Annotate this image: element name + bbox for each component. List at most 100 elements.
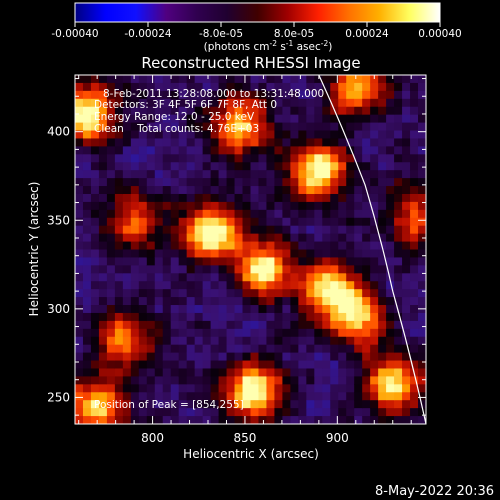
annotation-energy-range: Energy Range: 12.0 - 25.0 keV xyxy=(94,111,255,123)
heatmap-cell xyxy=(98,328,108,338)
heatmap-cell xyxy=(146,384,156,393)
heatmap-cell xyxy=(154,82,164,92)
heatmap-cell xyxy=(82,122,92,132)
heatmap-cell xyxy=(410,178,419,187)
heatmap-cell xyxy=(298,193,307,203)
heatmap-cell xyxy=(146,209,156,219)
heatmap-cell xyxy=(210,384,220,393)
heatmap-cell xyxy=(266,154,276,163)
heatmap-cell xyxy=(106,352,116,362)
heatmap-cell xyxy=(82,82,92,92)
heatmap-cell xyxy=(130,305,140,314)
heatmap-cell xyxy=(106,392,116,401)
heatmap-cell xyxy=(322,162,331,171)
heatmap-cell xyxy=(306,400,315,409)
heatmap-cell xyxy=(250,281,260,290)
heatmap-cell xyxy=(114,392,124,401)
heatmap-cell xyxy=(154,178,164,187)
heatmap-cell xyxy=(90,305,100,314)
heatmap-cell xyxy=(330,186,339,195)
heatmap-cell xyxy=(282,201,291,211)
heatmap-cell xyxy=(346,400,355,409)
heatmap-cell xyxy=(298,82,307,92)
heatmap-cell xyxy=(258,138,268,147)
heatmap-cell xyxy=(98,376,108,385)
heatmap-cell xyxy=(186,360,196,370)
heatmap-cell xyxy=(194,106,204,116)
heatmap-cell xyxy=(354,416,363,424)
heatmap-cell xyxy=(218,289,228,298)
heatmap-cell xyxy=(394,273,403,282)
heatmap-cell xyxy=(162,289,172,298)
heatmap-cell xyxy=(162,90,172,100)
heatmap-cell xyxy=(402,193,411,203)
heatmap-cell xyxy=(362,281,371,290)
heatmap-cell xyxy=(338,170,347,179)
heatmap-cell xyxy=(338,305,347,314)
heatmap-cell xyxy=(290,328,299,338)
heatmap-cell xyxy=(370,392,379,401)
heatmap-cell xyxy=(138,297,148,306)
heatmap-cell xyxy=(306,368,315,378)
heatmap-cell xyxy=(250,328,260,338)
heatmap-cell xyxy=(194,75,204,84)
heatmap-cell xyxy=(402,257,411,266)
heatmap-cell xyxy=(346,114,355,124)
heatmap-cell xyxy=(234,98,244,108)
heatmap-cell xyxy=(226,178,236,187)
heatmap-cell xyxy=(106,170,116,179)
heatmap-cell xyxy=(130,400,140,409)
heatmap-cell xyxy=(194,312,204,322)
heatmap-cell xyxy=(186,416,196,424)
heatmap-cell xyxy=(250,400,260,409)
heatmap-cell xyxy=(114,162,124,171)
heatmap-cell xyxy=(362,392,371,401)
heatmap-cell xyxy=(410,265,419,274)
heatmap-cell xyxy=(402,265,411,274)
heatmap-cell xyxy=(394,312,403,322)
heatmap-cell xyxy=(314,154,323,163)
heatmap-cell xyxy=(282,305,291,314)
heatmap-cell xyxy=(258,368,268,378)
heatmap-cell xyxy=(306,233,315,243)
heatmap-cell xyxy=(410,201,419,211)
heatmap-cell xyxy=(242,297,252,306)
heatmap-cell xyxy=(314,352,323,362)
heatmap-cell xyxy=(218,360,228,370)
heatmap-cell xyxy=(138,146,148,155)
heatmap-cell xyxy=(290,416,299,424)
heatmap-cell xyxy=(75,201,84,211)
heatmap-cell xyxy=(194,368,204,378)
heatmap-cell xyxy=(370,336,379,346)
heatmap-cell xyxy=(242,392,252,401)
heatmap-cell xyxy=(306,209,315,219)
heatmap-cell xyxy=(410,82,419,92)
heatmap-cell xyxy=(282,257,291,266)
heatmap-cell xyxy=(338,289,347,298)
heatmap-cell xyxy=(106,281,116,290)
heatmap-cell xyxy=(378,170,387,179)
heatmap-cell xyxy=(170,162,180,171)
heatmap-cell xyxy=(106,98,116,108)
heatmap-cell xyxy=(386,82,395,92)
heatmap-cell xyxy=(130,225,140,235)
heatmap-cell xyxy=(282,273,291,282)
heatmap-cell xyxy=(402,392,411,401)
heatmap-cell xyxy=(194,154,204,163)
heatmap-cell xyxy=(370,186,379,195)
heatmap-cell xyxy=(322,368,331,378)
heatmap-cell xyxy=(234,384,244,393)
heatmap-cell xyxy=(75,130,84,140)
heatmap-cell xyxy=(346,408,355,417)
heatmap-cell xyxy=(410,289,419,298)
heatmap-cell xyxy=(306,281,315,290)
heatmap-cell xyxy=(75,209,84,219)
heatmap-cell xyxy=(98,297,108,306)
heatmap-cell xyxy=(370,305,379,314)
heatmap-cell xyxy=(146,193,156,203)
heatmap-cell xyxy=(306,98,315,108)
heatmap-cell xyxy=(138,225,148,235)
heatmap-cell xyxy=(98,193,108,203)
heatmap-cell xyxy=(210,352,220,362)
heatmap-cell xyxy=(202,328,212,338)
